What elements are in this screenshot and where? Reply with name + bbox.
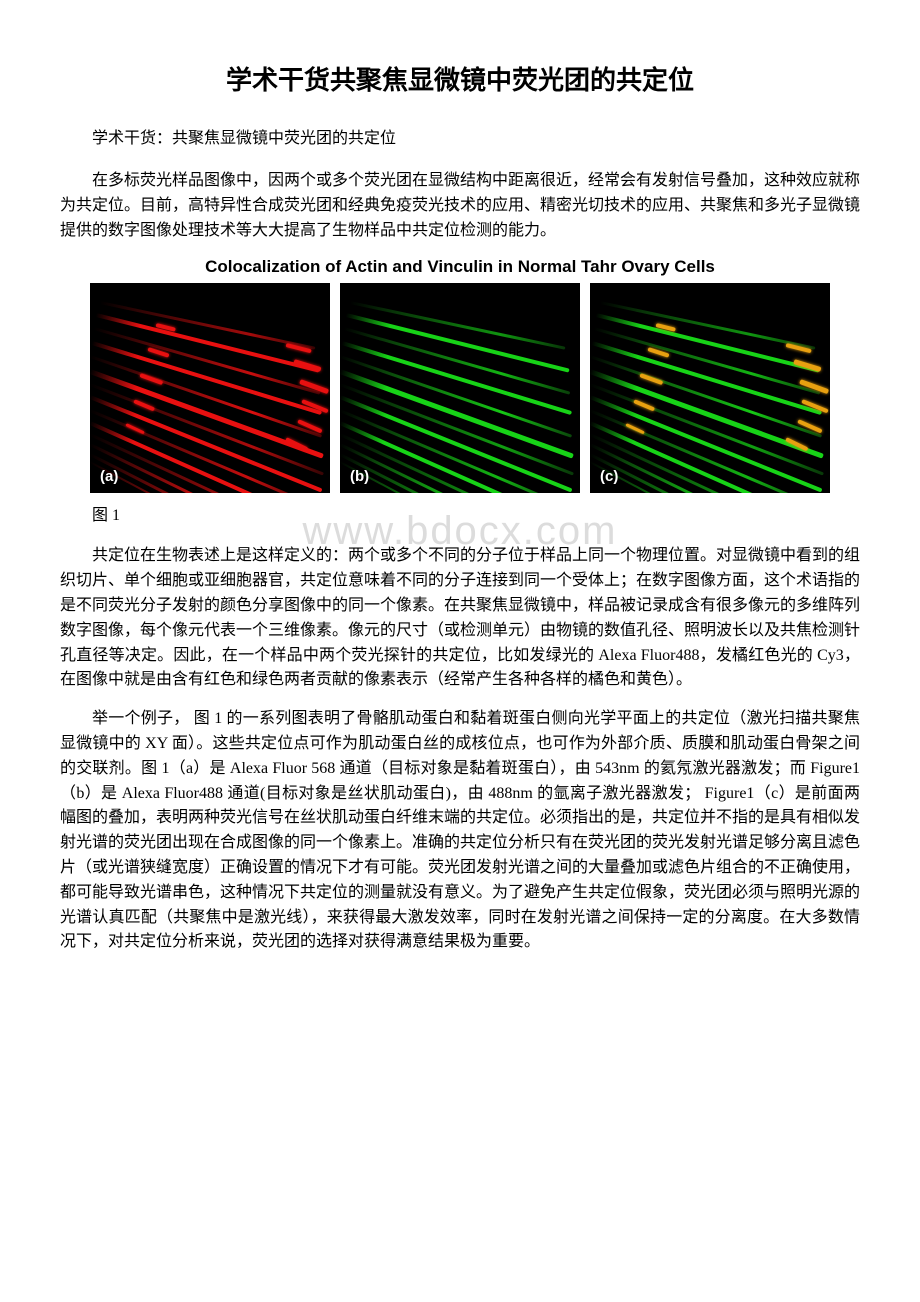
- figure-title: Colocalization of Actin and Vinculin in …: [60, 257, 860, 277]
- paragraph-3: 举一个例子， 图 1 的一系列图表明了骨骼肌动蛋白和黏着斑蛋白侧向光学平面上的共…: [60, 707, 860, 955]
- panel-label: (c): [600, 468, 618, 485]
- figure-panel-row: (a) (b) (c): [60, 283, 860, 493]
- figure-panel-a: (a): [90, 283, 330, 493]
- figure-1: Colocalization of Actin and Vinculin in …: [60, 257, 860, 493]
- figure-caption: 图 1: [60, 501, 860, 525]
- panel-label: (a): [100, 468, 118, 485]
- paragraph-1: 在多标荧光样品图像中，因两个或多个荧光团在显微结构中距离很近，经常会有发射信号叠…: [60, 169, 860, 243]
- paragraph-2: 共定位在生物表述上是这样定义的：两个或多个不同的分子位于样品上同一个物理位置。对…: [60, 544, 860, 693]
- figure-panel-b: (b): [340, 283, 580, 493]
- panel-label: (b): [350, 468, 369, 485]
- figure-panel-c: (c): [590, 283, 830, 493]
- subtitle: 学术干货：共聚焦显微镜中荧光团的共定位: [60, 127, 860, 151]
- page-title: 学术干货共聚焦显微镜中荧光团的共定位: [60, 60, 860, 97]
